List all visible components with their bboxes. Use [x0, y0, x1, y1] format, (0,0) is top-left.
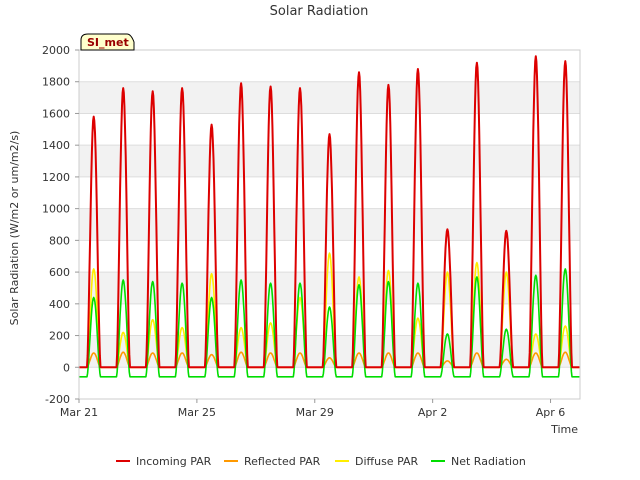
- series-layer: [78, 55, 580, 378]
- series-line-incoming-par: [78, 55, 580, 369]
- y-axis-ticks: -200 0 200 400 600 800 1000 1200 1400 1600 1800 200…: [42, 44, 79, 406]
- series-line-net-radiation: [78, 268, 580, 378]
- legend: Incoming PAR Reflected PAR Diffuse PAR Net …: [116, 455, 526, 468]
- y-tick-label: 800: [49, 234, 70, 247]
- legend-label-reflected-par: Reflected PAR: [244, 455, 321, 468]
- y-tick-label: 600: [49, 266, 70, 279]
- chart-title: Solar Radiation: [270, 4, 369, 19]
- y-tick-label: -200: [45, 393, 70, 406]
- x-axis-ticks: Mar 21 Mar 25 Mar 29 Apr 2 Apr 6: [60, 399, 565, 419]
- grid-band: [79, 81, 580, 114]
- y-tick-label: 200: [49, 330, 70, 343]
- x-tick-label: Apr 6: [536, 406, 566, 419]
- station-label: SI_met: [87, 36, 129, 49]
- grid-band: [79, 335, 580, 368]
- legend-label-net-radiation: Net Radiation: [451, 455, 526, 468]
- y-tick-label: 2000: [42, 44, 70, 57]
- y-tick-label: 400: [49, 298, 70, 311]
- y-tick-label: 0: [63, 361, 70, 374]
- y-tick-label: 1000: [42, 203, 70, 216]
- grid-bands: [79, 81, 580, 368]
- x-tick-label: Apr 2: [418, 406, 448, 419]
- y-tick-label: 1600: [42, 107, 70, 120]
- y-tick-label: 1800: [42, 76, 70, 89]
- y-tick-label: 1400: [42, 139, 70, 152]
- plot-border: [78, 49, 581, 400]
- grid-band: [79, 145, 580, 177]
- x-axis-title: Time: [550, 423, 578, 436]
- x-tick-label: Mar 21: [60, 406, 98, 419]
- legend-label-incoming-par: Incoming PAR: [136, 455, 212, 468]
- station-label-box: SI_met: [80, 33, 135, 51]
- y-tick-label: 1200: [42, 171, 70, 184]
- y-axis-title: Solar Radiation (W/m2 or um/m2/s): [8, 131, 21, 326]
- legend-label-diffuse-par: Diffuse PAR: [355, 455, 419, 468]
- x-tick-label: Mar 29: [296, 406, 334, 419]
- grid-band: [79, 208, 580, 241]
- grid-band: [79, 272, 580, 304]
- x-tick-label: Mar 25: [178, 406, 216, 419]
